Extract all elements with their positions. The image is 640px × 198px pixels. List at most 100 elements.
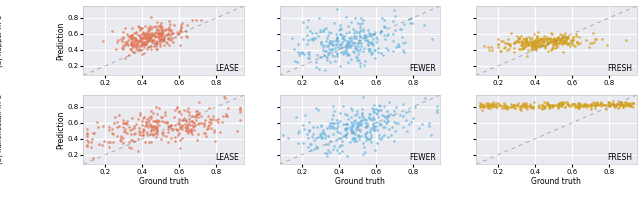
Point	[316, 30, 326, 34]
Point	[553, 38, 563, 41]
Point	[142, 48, 152, 51]
Text: FRESH: FRESH	[607, 64, 632, 73]
Point	[431, 105, 442, 108]
Point	[342, 154, 353, 157]
Point	[521, 39, 531, 42]
Point	[325, 40, 335, 43]
Point	[352, 124, 362, 127]
Point	[383, 135, 394, 138]
Point	[513, 36, 524, 39]
Point	[356, 111, 367, 114]
Point	[175, 126, 185, 129]
Point	[585, 41, 595, 45]
Point	[127, 128, 137, 131]
Point	[366, 35, 376, 38]
Point	[510, 106, 520, 109]
Point	[519, 46, 529, 49]
Point	[362, 47, 372, 50]
Point	[316, 42, 326, 46]
Point	[362, 137, 372, 140]
Point	[524, 104, 534, 108]
Point	[559, 101, 570, 104]
Point	[592, 101, 602, 104]
Point	[97, 39, 108, 43]
Point	[207, 115, 218, 118]
Point	[390, 29, 400, 32]
Point	[316, 137, 326, 140]
Point	[547, 39, 557, 43]
Point	[374, 137, 384, 140]
Point	[527, 46, 537, 49]
Point	[332, 148, 342, 152]
Point	[104, 145, 115, 148]
Point	[609, 104, 620, 107]
Point	[553, 35, 563, 38]
Point	[483, 45, 493, 48]
Point	[335, 119, 345, 122]
Point	[505, 45, 515, 48]
Point	[122, 119, 132, 122]
Point	[144, 115, 154, 118]
Point	[333, 39, 343, 42]
Point	[479, 103, 490, 106]
Point	[154, 124, 164, 127]
Point	[484, 106, 495, 109]
Point	[532, 39, 542, 42]
Point	[297, 50, 307, 53]
Point	[548, 46, 558, 49]
Point	[163, 130, 173, 133]
Point	[536, 107, 547, 110]
Point	[146, 47, 156, 50]
Point	[176, 113, 186, 116]
Point	[500, 42, 510, 45]
Point	[174, 119, 184, 122]
Point	[552, 45, 562, 48]
Point	[355, 22, 365, 26]
Point	[145, 32, 156, 35]
Point	[321, 49, 331, 52]
Point	[182, 109, 192, 112]
Point	[176, 24, 186, 27]
Point	[611, 105, 621, 108]
Point	[190, 115, 200, 118]
Point	[145, 38, 156, 41]
Point	[154, 38, 164, 41]
Point	[293, 43, 303, 46]
Point	[540, 47, 550, 50]
Point	[563, 103, 573, 106]
Point	[364, 31, 374, 35]
Point	[146, 124, 156, 128]
Point	[551, 43, 561, 46]
Point	[538, 44, 548, 47]
Point	[108, 133, 118, 136]
Point	[139, 51, 149, 54]
Point	[126, 33, 136, 36]
Point	[352, 109, 362, 112]
Point	[538, 105, 548, 109]
Point	[154, 120, 164, 123]
Point	[196, 114, 206, 117]
Point	[163, 32, 173, 35]
Point	[112, 135, 122, 138]
Point	[528, 44, 538, 48]
Point	[370, 127, 380, 130]
Point	[365, 112, 376, 115]
Point	[97, 144, 107, 147]
Point	[493, 102, 503, 105]
Point	[398, 126, 408, 129]
Point	[539, 106, 549, 109]
Point	[614, 103, 624, 106]
Point	[542, 43, 552, 46]
Point	[548, 38, 558, 41]
Point	[341, 135, 351, 138]
Point	[586, 103, 596, 106]
Point	[341, 129, 351, 132]
Point	[531, 44, 541, 47]
Point	[335, 32, 345, 35]
Point	[148, 33, 159, 37]
Point	[131, 31, 141, 34]
Point	[344, 39, 354, 42]
Point	[399, 23, 409, 26]
Point	[321, 143, 332, 146]
Point	[140, 42, 150, 45]
